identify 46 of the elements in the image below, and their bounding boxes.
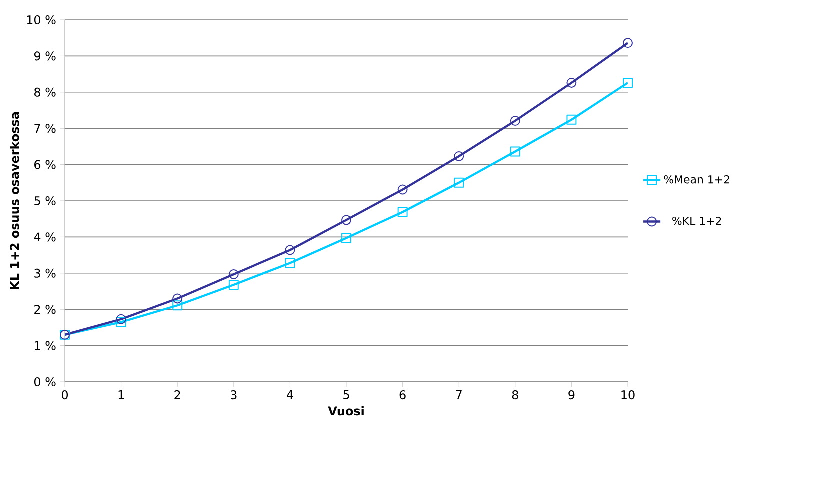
point <box>116 314 126 324</box>
x-tick-label: 0 <box>62 390 68 400</box>
x-tick-label: 9 <box>568 390 575 400</box>
y-tick-label: 1 % <box>35 341 56 350</box>
y-tick-label: 7 % <box>34 124 56 134</box>
x-tick-label: 4 <box>286 390 294 400</box>
y-tick-label: 6 % <box>34 160 56 170</box>
y-tick-label: 8 % <box>34 88 56 97</box>
x-tick-label: 8 <box>512 390 518 400</box>
point <box>285 245 296 256</box>
point <box>342 233 352 244</box>
point <box>172 294 183 304</box>
x-tick-label: 6 <box>400 390 406 400</box>
x-tick-label: 3 <box>231 390 237 400</box>
legend-label: %KL 1+2 <box>672 216 722 226</box>
y-tick-label: 4 % <box>34 232 56 242</box>
legend-label: %Mean 1+2 <box>664 175 730 184</box>
point <box>510 146 520 157</box>
x-tick-label: 10 <box>622 390 635 400</box>
point <box>398 184 408 195</box>
y-tick-label: 5 % <box>34 196 56 206</box>
point <box>510 116 520 126</box>
point <box>116 317 126 328</box>
x-tick-label: 1 <box>118 390 124 400</box>
y-tick-label: 9 % <box>34 52 56 61</box>
point <box>398 207 408 218</box>
point <box>228 270 239 280</box>
y-axis-title: KL 1+2 osuus osaverkossa <box>10 112 20 290</box>
point <box>228 280 239 290</box>
y-tick-label: 10 % <box>27 15 56 25</box>
x-axis-title: Vuosi <box>328 406 364 416</box>
point <box>172 300 183 311</box>
point <box>623 78 633 88</box>
y-tick-label: 2 % <box>34 305 56 314</box>
x-tick-label: 2 <box>174 390 180 400</box>
point <box>285 258 296 268</box>
x-tick-label: 5 <box>344 390 350 400</box>
point <box>566 114 577 125</box>
point <box>566 78 577 88</box>
y-tick-label: 0 % <box>34 377 56 387</box>
point <box>454 178 464 188</box>
y-tick-label: 3 % <box>34 268 56 278</box>
point <box>623 38 633 48</box>
point <box>342 215 352 226</box>
point <box>454 151 464 162</box>
x-tick-label: 7 <box>456 390 462 400</box>
